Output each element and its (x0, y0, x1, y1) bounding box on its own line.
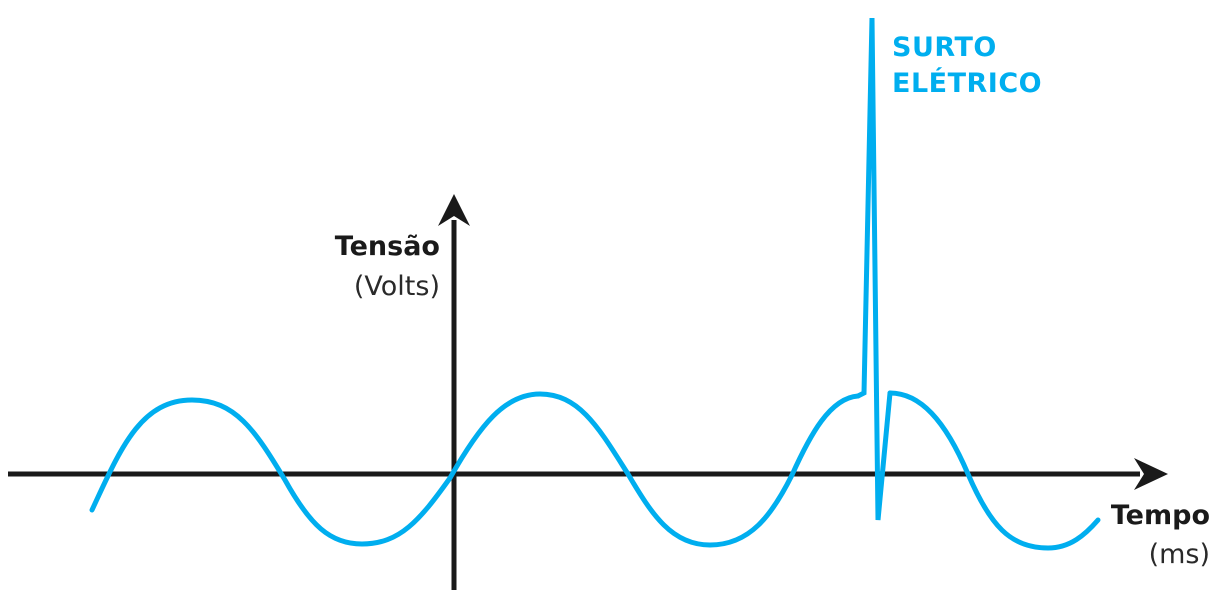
voltage-wave-after-surge (887, 390, 1101, 551)
x-axis-title: Tempo (1110, 500, 1210, 531)
surge-label-line2: ELÉTRICO (892, 68, 1043, 99)
surge-label-line1: SURTO (892, 32, 997, 63)
y-axis-arrowhead (438, 194, 470, 226)
surge-spike (855, 17, 893, 521)
x-axis-unit: (ms) (1148, 539, 1210, 570)
x-axis-arrowhead (1134, 458, 1168, 490)
y-axis-title: Tensão (334, 231, 440, 262)
voltage-wave (89, 391, 861, 548)
y-axis-unit: (Volts) (353, 271, 440, 302)
